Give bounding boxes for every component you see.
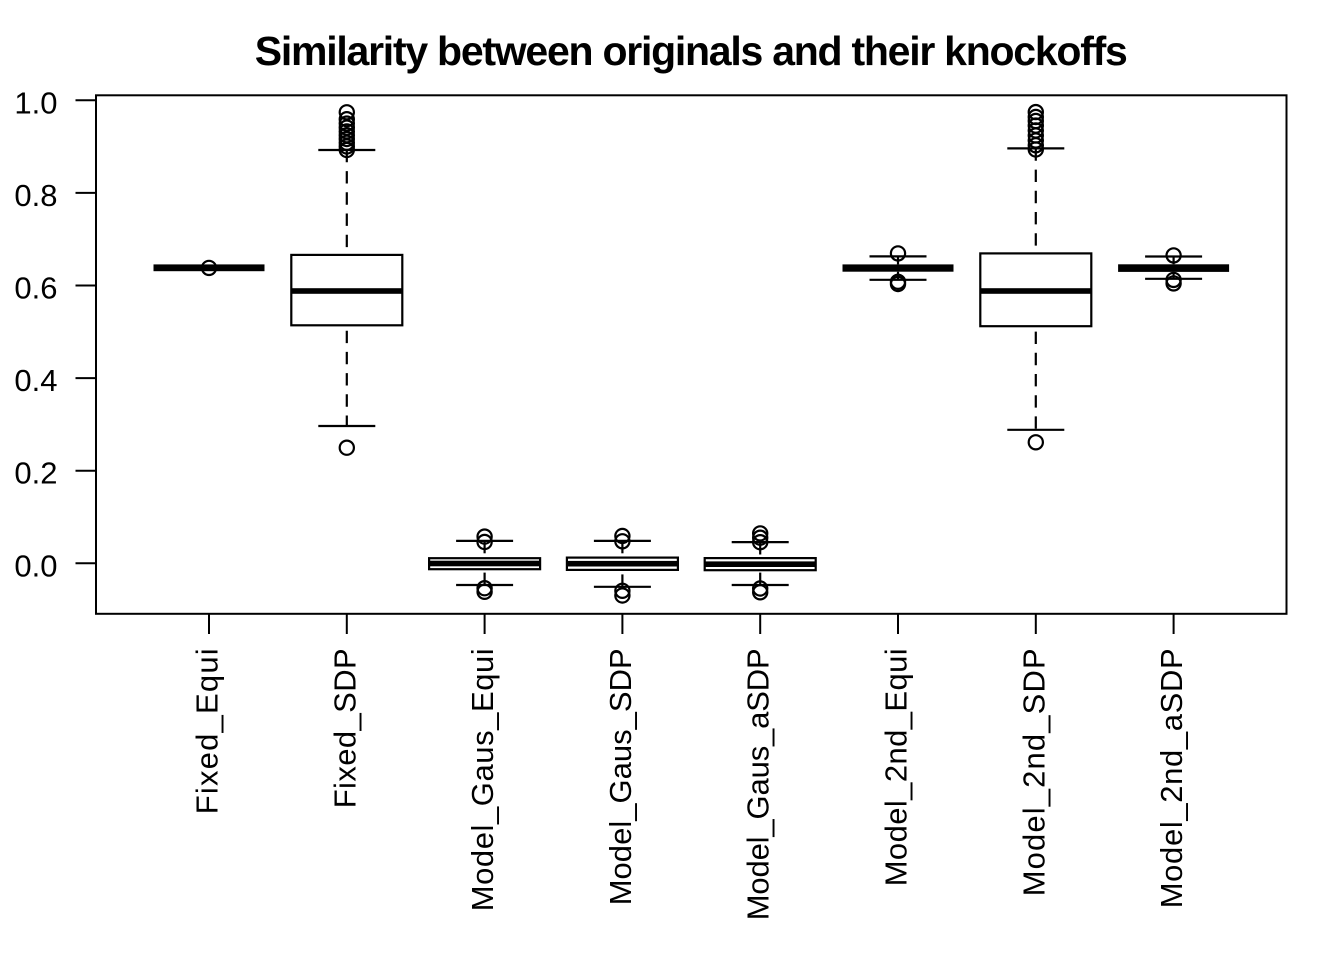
svg-text:Model_Gaus_aSDP: Model_Gaus_aSDP xyxy=(741,648,776,920)
svg-text:Fixed_Equi: Fixed_Equi xyxy=(190,648,225,814)
svg-text:0.8: 0.8 xyxy=(14,178,57,213)
svg-text:1.0: 1.0 xyxy=(14,85,57,120)
svg-text:Fixed_SDP: Fixed_SDP xyxy=(327,648,362,808)
svg-text:Model_Gaus_Equi: Model_Gaus_Equi xyxy=(465,648,500,911)
svg-text:Model_2nd_Equi: Model_2nd_Equi xyxy=(879,648,914,886)
svg-text:Similarity between originals a: Similarity between originals and their k… xyxy=(255,28,1128,74)
svg-text:Model_2nd_aSDP: Model_2nd_aSDP xyxy=(1154,648,1189,908)
svg-text:0.6: 0.6 xyxy=(14,271,57,306)
svg-text:Model_2nd_SDP: Model_2nd_SDP xyxy=(1016,648,1051,896)
svg-text:0.4: 0.4 xyxy=(14,363,57,398)
svg-text:Model_Gaus_SDP: Model_Gaus_SDP xyxy=(603,648,638,905)
svg-text:0.2: 0.2 xyxy=(14,456,57,491)
svg-text:0.0: 0.0 xyxy=(14,548,57,583)
